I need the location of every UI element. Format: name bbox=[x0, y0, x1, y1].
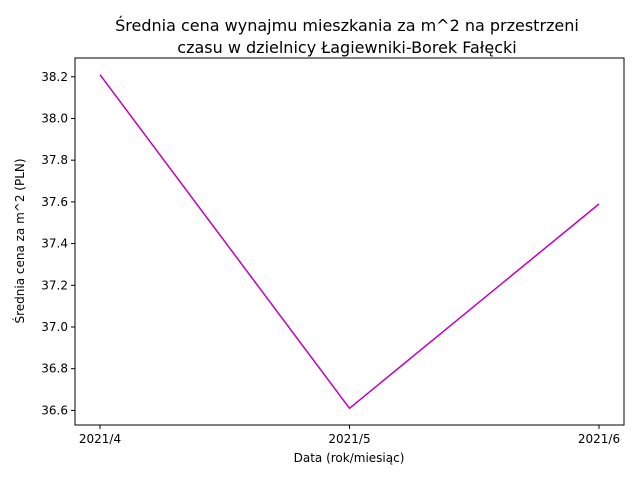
y-tick-label: 37.2 bbox=[41, 278, 68, 292]
y-tick-label: 37.6 bbox=[41, 195, 68, 209]
y-tick-label: 38.2 bbox=[41, 70, 68, 84]
y-tick-label: 37.8 bbox=[41, 153, 68, 167]
y-tick-label: 38.0 bbox=[41, 111, 68, 125]
plot-frame bbox=[74, 57, 625, 426]
y-tick-label: 37.0 bbox=[41, 320, 68, 334]
y-axis-label: Średnia cena za m^2 (PLN) bbox=[12, 158, 27, 323]
x-tick-label: 2021/6 bbox=[578, 432, 620, 446]
x-tick-label: 2021/5 bbox=[328, 432, 370, 446]
chart-title-line-1: Średnia cena wynajmu mieszkania za m^2 n… bbox=[115, 16, 579, 35]
plot-area: 36.6 36.8 37.0 37.2 37.4 37.6 37.8 38.0 38.2 2021… bbox=[41, 70, 620, 446]
y-tick-label: 37.4 bbox=[41, 237, 68, 251]
y-tick-label: 36.6 bbox=[41, 403, 68, 417]
x-axis-label: Data (rok/miesiąc) bbox=[294, 451, 405, 465]
chart-title-line-2: czasu w dzielnicy Łagiewniki-Borek Fałęc… bbox=[177, 38, 516, 57]
x-tick-label: 2021/4 bbox=[79, 432, 121, 446]
y-tick-label: 36.8 bbox=[41, 362, 68, 376]
series-line-0 bbox=[99, 74, 600, 410]
